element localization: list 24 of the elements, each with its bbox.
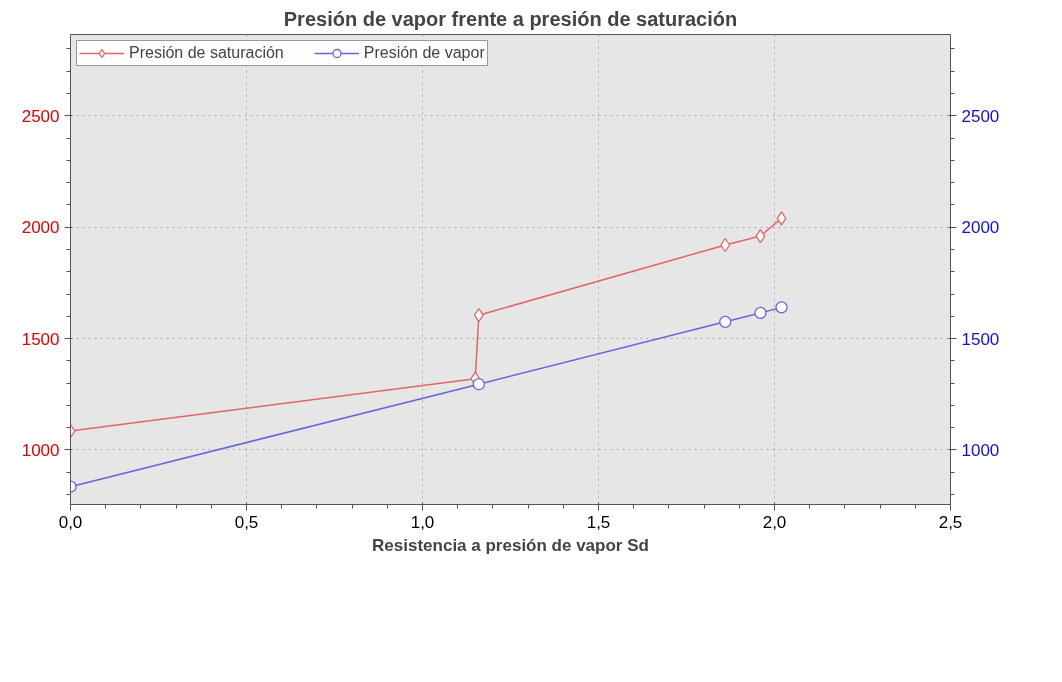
- x-tick-label: 1,5: [586, 512, 611, 532]
- y2-tick-label: 1500: [961, 329, 1000, 349]
- y-tick-label: 2000: [21, 218, 60, 238]
- x-axis-title: Resistencia a presión de vapor Sd: [372, 535, 649, 555]
- x-tick-label: 0,0: [58, 512, 83, 532]
- point: [754, 306, 767, 320]
- y-tick-label: 1000: [21, 440, 60, 460]
- x-tick-label: 1,0: [410, 512, 435, 532]
- y-tick-label: 2500: [21, 106, 60, 126]
- point: [775, 301, 788, 314]
- legend-label: Presión de vapor: [363, 44, 485, 62]
- x-tick-label: 0,5: [234, 512, 259, 532]
- point: [719, 315, 732, 328]
- y2-tick-label: 2000: [961, 218, 1000, 238]
- point: [776, 211, 787, 226]
- point: [473, 308, 484, 323]
- x-tick-label: 2,0: [762, 512, 787, 532]
- y-tick-label: 1500: [21, 329, 60, 349]
- point: [472, 378, 485, 391]
- legend-label: Presión de saturación: [129, 44, 284, 62]
- x-tick-label: 2,5: [938, 512, 963, 532]
- y2-tick-label: 2500: [961, 106, 1000, 126]
- y2-tick-label: 1000: [961, 440, 1000, 460]
- chart-title: Presión de vapor frente a presión de saturación: [283, 7, 738, 30]
